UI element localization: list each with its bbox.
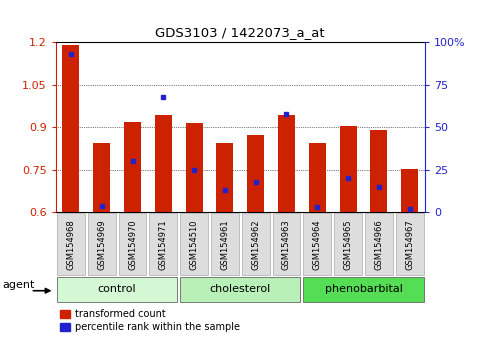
FancyBboxPatch shape bbox=[303, 277, 424, 302]
Text: GSM154966: GSM154966 bbox=[374, 219, 384, 270]
Bar bbox=[340, 126, 356, 212]
Text: GSM154965: GSM154965 bbox=[343, 219, 353, 270]
FancyBboxPatch shape bbox=[57, 213, 85, 275]
FancyBboxPatch shape bbox=[57, 277, 177, 302]
Text: phenobarbital: phenobarbital bbox=[325, 284, 402, 295]
FancyBboxPatch shape bbox=[396, 213, 424, 275]
FancyBboxPatch shape bbox=[211, 213, 239, 275]
FancyBboxPatch shape bbox=[365, 213, 393, 275]
Text: cholesterol: cholesterol bbox=[210, 284, 271, 295]
Text: GSM154970: GSM154970 bbox=[128, 219, 137, 270]
Text: GSM154964: GSM154964 bbox=[313, 219, 322, 270]
Text: GSM154962: GSM154962 bbox=[251, 219, 260, 270]
FancyBboxPatch shape bbox=[88, 213, 115, 275]
Bar bbox=[370, 130, 387, 212]
Bar bbox=[185, 123, 202, 212]
Bar bbox=[155, 115, 172, 212]
FancyBboxPatch shape bbox=[334, 213, 362, 275]
Bar bbox=[124, 122, 141, 212]
Text: GSM154971: GSM154971 bbox=[159, 219, 168, 270]
Bar bbox=[62, 45, 79, 212]
FancyBboxPatch shape bbox=[149, 213, 177, 275]
FancyBboxPatch shape bbox=[272, 213, 300, 275]
Bar bbox=[309, 143, 326, 212]
Text: GSM154510: GSM154510 bbox=[190, 219, 199, 269]
FancyBboxPatch shape bbox=[303, 213, 331, 275]
FancyBboxPatch shape bbox=[180, 213, 208, 275]
Bar bbox=[216, 143, 233, 212]
Text: control: control bbox=[98, 284, 136, 295]
Bar bbox=[278, 115, 295, 212]
Text: GSM154969: GSM154969 bbox=[97, 219, 106, 270]
Bar bbox=[247, 135, 264, 212]
Bar bbox=[401, 169, 418, 212]
FancyBboxPatch shape bbox=[119, 213, 146, 275]
Bar bbox=[93, 143, 110, 212]
FancyBboxPatch shape bbox=[180, 277, 300, 302]
FancyBboxPatch shape bbox=[242, 213, 270, 275]
Text: GSM154963: GSM154963 bbox=[282, 219, 291, 270]
Text: GSM154961: GSM154961 bbox=[220, 219, 229, 270]
Text: agent: agent bbox=[3, 280, 35, 290]
Title: GDS3103 / 1422073_a_at: GDS3103 / 1422073_a_at bbox=[156, 25, 325, 39]
Legend: transformed count, percentile rank within the sample: transformed count, percentile rank withi… bbox=[60, 309, 240, 332]
Text: GSM154967: GSM154967 bbox=[405, 219, 414, 270]
Text: GSM154968: GSM154968 bbox=[67, 219, 75, 270]
